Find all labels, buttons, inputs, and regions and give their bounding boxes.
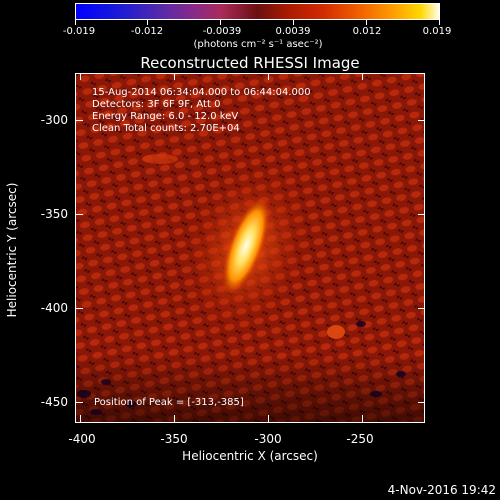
y-tick-label: -400: [40, 301, 68, 315]
colorbar: [75, 3, 440, 20]
colorbar-units: (photons cm⁻² s⁻¹ asec⁻²): [193, 39, 323, 50]
colorbar-tick-label: -0.012: [130, 26, 164, 37]
image-title: Reconstructed RHESSI Image: [140, 54, 360, 72]
colorbar-ticks: [0, 20, 500, 26]
y-tick-label: -450: [40, 395, 68, 409]
y-tick-label: -300: [40, 113, 68, 127]
peak-position-text: Position of Peak = [-313,-385]: [94, 397, 244, 408]
date-stamp: 4-Nov-2016 19:42: [387, 483, 496, 497]
colorbar-tick-label: 0.0039: [275, 26, 311, 37]
image-plot: [75, 73, 425, 423]
time-range-text: 15-Aug-2014 06:34:04.000 to 06:44:04.000: [92, 87, 311, 98]
colorbar-tick-label: 0.012: [352, 26, 382, 37]
x-tick-label: -350: [160, 432, 188, 446]
y-axis-label: Heliocentric Y (arcsec): [5, 182, 19, 318]
colorbar-tick-label: 0.019: [422, 26, 452, 37]
colorbar-tick-label: -0.019: [62, 26, 96, 37]
rhessi-image: [76, 74, 424, 422]
detectors-text: Detectors: 3F 6F 9F, Att 0: [92, 99, 221, 110]
x-tick-label: -400: [68, 432, 96, 446]
energy-range-text: Energy Range: 6.0 - 12.0 keV: [92, 111, 239, 122]
x-axis-label: Heliocentric X (arcsec): [182, 449, 318, 463]
clean-counts-text: Clean Total counts: 2.70E+04: [92, 123, 240, 134]
x-tick-label: -300: [254, 432, 282, 446]
y-tick-label: -350: [40, 207, 68, 221]
x-tick-label: -250: [346, 432, 374, 446]
colorbar-tick-label: -0.0039: [202, 26, 242, 37]
